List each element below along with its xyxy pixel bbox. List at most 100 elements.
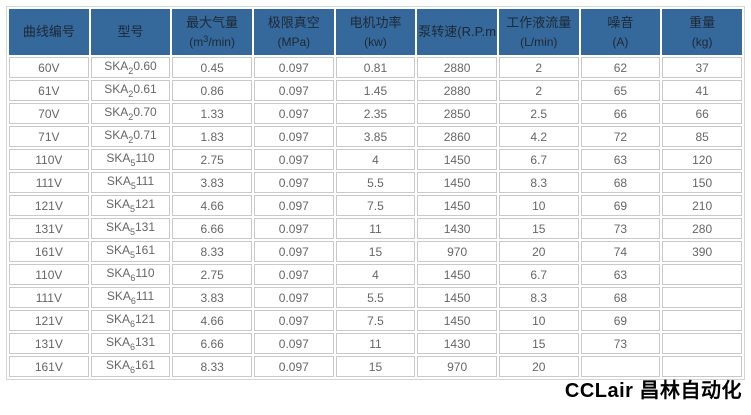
model-cell: SKA5161 — [90, 241, 171, 262]
curve-number-cell: 121V — [9, 310, 89, 331]
value-cell-weight — [662, 333, 742, 354]
value-cell-noise: 74 — [580, 241, 661, 262]
value-cell-noise: 69 — [580, 195, 661, 216]
subscript: 6 — [130, 273, 136, 283]
column-title: 曲线编号 — [22, 24, 75, 40]
value-cell-weight: 85 — [662, 126, 742, 147]
column-title: 最大气量 — [186, 15, 239, 31]
curve-number-cell: 131V — [9, 218, 89, 239]
value-cell-weight: 66 — [662, 103, 742, 124]
value-cell-liquid_flow: 2 — [498, 57, 579, 78]
value-cell-motor_power: 1.45 — [335, 80, 416, 101]
value-cell-max_air: 6.66 — [172, 218, 252, 239]
model-cell: SKA5111 — [90, 172, 171, 193]
value-cell-pump_speed: 2880 — [417, 57, 497, 78]
column-header-model: 型号 — [90, 9, 171, 55]
value-cell-pump_speed: 970 — [417, 241, 497, 262]
column-header-curve: 曲线编号 — [9, 9, 89, 55]
value-cell-vacuum: 0.097 — [253, 356, 334, 377]
column-unit: (L/min) — [520, 34, 558, 49]
value-cell-noise: 65 — [580, 80, 661, 101]
value-cell-vacuum: 0.097 — [253, 264, 334, 285]
subscript: 5 — [129, 227, 135, 237]
value-cell-vacuum: 0.097 — [253, 195, 334, 216]
model-cell: SKA20.71 — [90, 126, 171, 147]
value-cell-motor_power: 11 — [335, 218, 416, 239]
table-row: 161V SKA6161 8.33 0.097 15 970 20 — [9, 356, 742, 377]
value-cell-weight: 41 — [662, 80, 742, 101]
value-cell-motor_power: 7.5 — [335, 310, 416, 331]
value-cell-pump_speed: 2880 — [417, 80, 497, 101]
value-cell-noise: 72 — [580, 126, 661, 147]
subscript: 5 — [130, 158, 136, 168]
value-cell-noise: 68 — [580, 287, 661, 308]
curve-number-cell: 121V — [9, 195, 89, 216]
value-cell-weight — [662, 310, 742, 331]
column-unit: (kw) — [364, 34, 387, 49]
value-cell-vacuum: 0.097 — [253, 57, 334, 78]
value-cell-max_air: 3.83 — [172, 172, 252, 193]
value-cell-pump_speed: 1450 — [417, 310, 497, 331]
model-cell: SKA5131 — [90, 218, 171, 239]
table-row: 131V SKA6131 6.66 0.097 11 1430 15 73 — [9, 333, 742, 354]
curve-number-cell: 111V — [9, 172, 89, 193]
value-cell-max_air: 8.33 — [172, 356, 252, 377]
value-cell-pump_speed: 1430 — [417, 333, 497, 354]
value-cell-weight: 280 — [662, 218, 742, 239]
value-cell-noise — [580, 356, 661, 377]
value-cell-liquid_flow: 8.3 — [498, 172, 579, 193]
column-header-max_air: 最大气量 (m3/min) — [172, 9, 252, 55]
subscript: 5 — [130, 181, 136, 191]
value-cell-motor_power: 0.81 — [335, 57, 416, 78]
model-cell: SKA5110 — [90, 149, 171, 170]
value-cell-motor_power: 11 — [335, 333, 416, 354]
value-cell-noise: 73 — [580, 218, 661, 239]
value-cell-max_air: 3.83 — [172, 287, 252, 308]
table-row: 61V SKA20.61 0.86 0.097 1.45 2880 2 65 41 — [9, 80, 742, 101]
subscript: 6 — [129, 319, 135, 329]
column-title: 泵转速(R.P.m) — [418, 24, 497, 40]
value-cell-vacuum: 0.097 — [253, 287, 334, 308]
column-header-pump_speed: 泵转速(R.P.m) — [417, 9, 497, 55]
model-cell: SKA6110 — [90, 264, 171, 285]
value-cell-motor_power: 5.5 — [335, 172, 416, 193]
table-row: 71V SKA20.71 1.83 0.097 3.85 2860 4.2 72 85 — [9, 126, 742, 147]
curve-number-cell: 61V — [9, 80, 89, 101]
value-cell-liquid_flow: 6.7 — [498, 264, 579, 285]
value-cell-motor_power: 2.35 — [335, 103, 416, 124]
value-cell-liquid_flow: 2.5 — [498, 103, 579, 124]
column-title: 电机功率 — [349, 15, 402, 31]
subscript: 2 — [128, 112, 134, 122]
subscript: 2 — [128, 135, 134, 145]
value-cell-liquid_flow: 8.3 — [498, 287, 579, 308]
curve-number-cell: 70V — [9, 103, 89, 124]
table-body: 60V SKA20.60 0.45 0.097 0.81 2880 2 62 37 61V SKA2… — [9, 57, 742, 377]
value-cell-weight: 150 — [662, 172, 742, 193]
column-title: 工作液流量 — [506, 15, 572, 31]
value-cell-noise: 63 — [580, 264, 661, 285]
model-cell: SKA6161 — [90, 356, 171, 377]
column-header-vacuum: 极限真空 (MPa) — [253, 9, 334, 55]
value-cell-pump_speed: 1430 — [417, 218, 497, 239]
value-cell-noise: 68 — [580, 172, 661, 193]
subscript: 6 — [129, 365, 135, 375]
table-row: 111V SKA5111 3.83 0.097 5.5 1450 8.3 68 150 — [9, 172, 742, 193]
value-cell-noise: 63 — [580, 149, 661, 170]
value-cell-vacuum: 0.097 — [253, 149, 334, 170]
value-cell-liquid_flow: 20 — [498, 241, 579, 262]
value-cell-pump_speed: 1450 — [417, 264, 497, 285]
table-row: 110V SKA6110 2.75 0.097 4 1450 6.7 63 — [9, 264, 742, 285]
value-cell-liquid_flow: 4.2 — [498, 126, 579, 147]
value-cell-vacuum: 0.097 — [253, 218, 334, 239]
value-cell-vacuum: 0.097 — [253, 126, 334, 147]
value-cell-noise: 69 — [580, 310, 661, 331]
subscript: 6 — [130, 296, 136, 306]
value-cell-pump_speed: 1450 — [417, 195, 497, 216]
table-row: 121V SKA5121 4.66 0.097 7.5 1450 10 69 210 — [9, 195, 742, 216]
value-cell-max_air: 2.75 — [172, 149, 252, 170]
value-cell-weight: 37 — [662, 57, 742, 78]
curve-number-cell: 161V — [9, 356, 89, 377]
subscript: 5 — [129, 204, 135, 214]
value-cell-weight: 390 — [662, 241, 742, 262]
column-header-weight: 重量 (kg) — [662, 9, 742, 55]
